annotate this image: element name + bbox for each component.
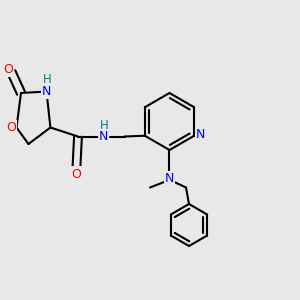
Text: N: N bbox=[196, 128, 206, 141]
Text: N: N bbox=[99, 130, 108, 143]
Text: O: O bbox=[3, 63, 13, 76]
Text: O: O bbox=[72, 167, 81, 181]
Text: H: H bbox=[100, 118, 109, 132]
Text: N: N bbox=[165, 172, 174, 185]
Text: N: N bbox=[42, 85, 51, 98]
Text: H: H bbox=[43, 73, 52, 86]
Text: O: O bbox=[6, 121, 16, 134]
